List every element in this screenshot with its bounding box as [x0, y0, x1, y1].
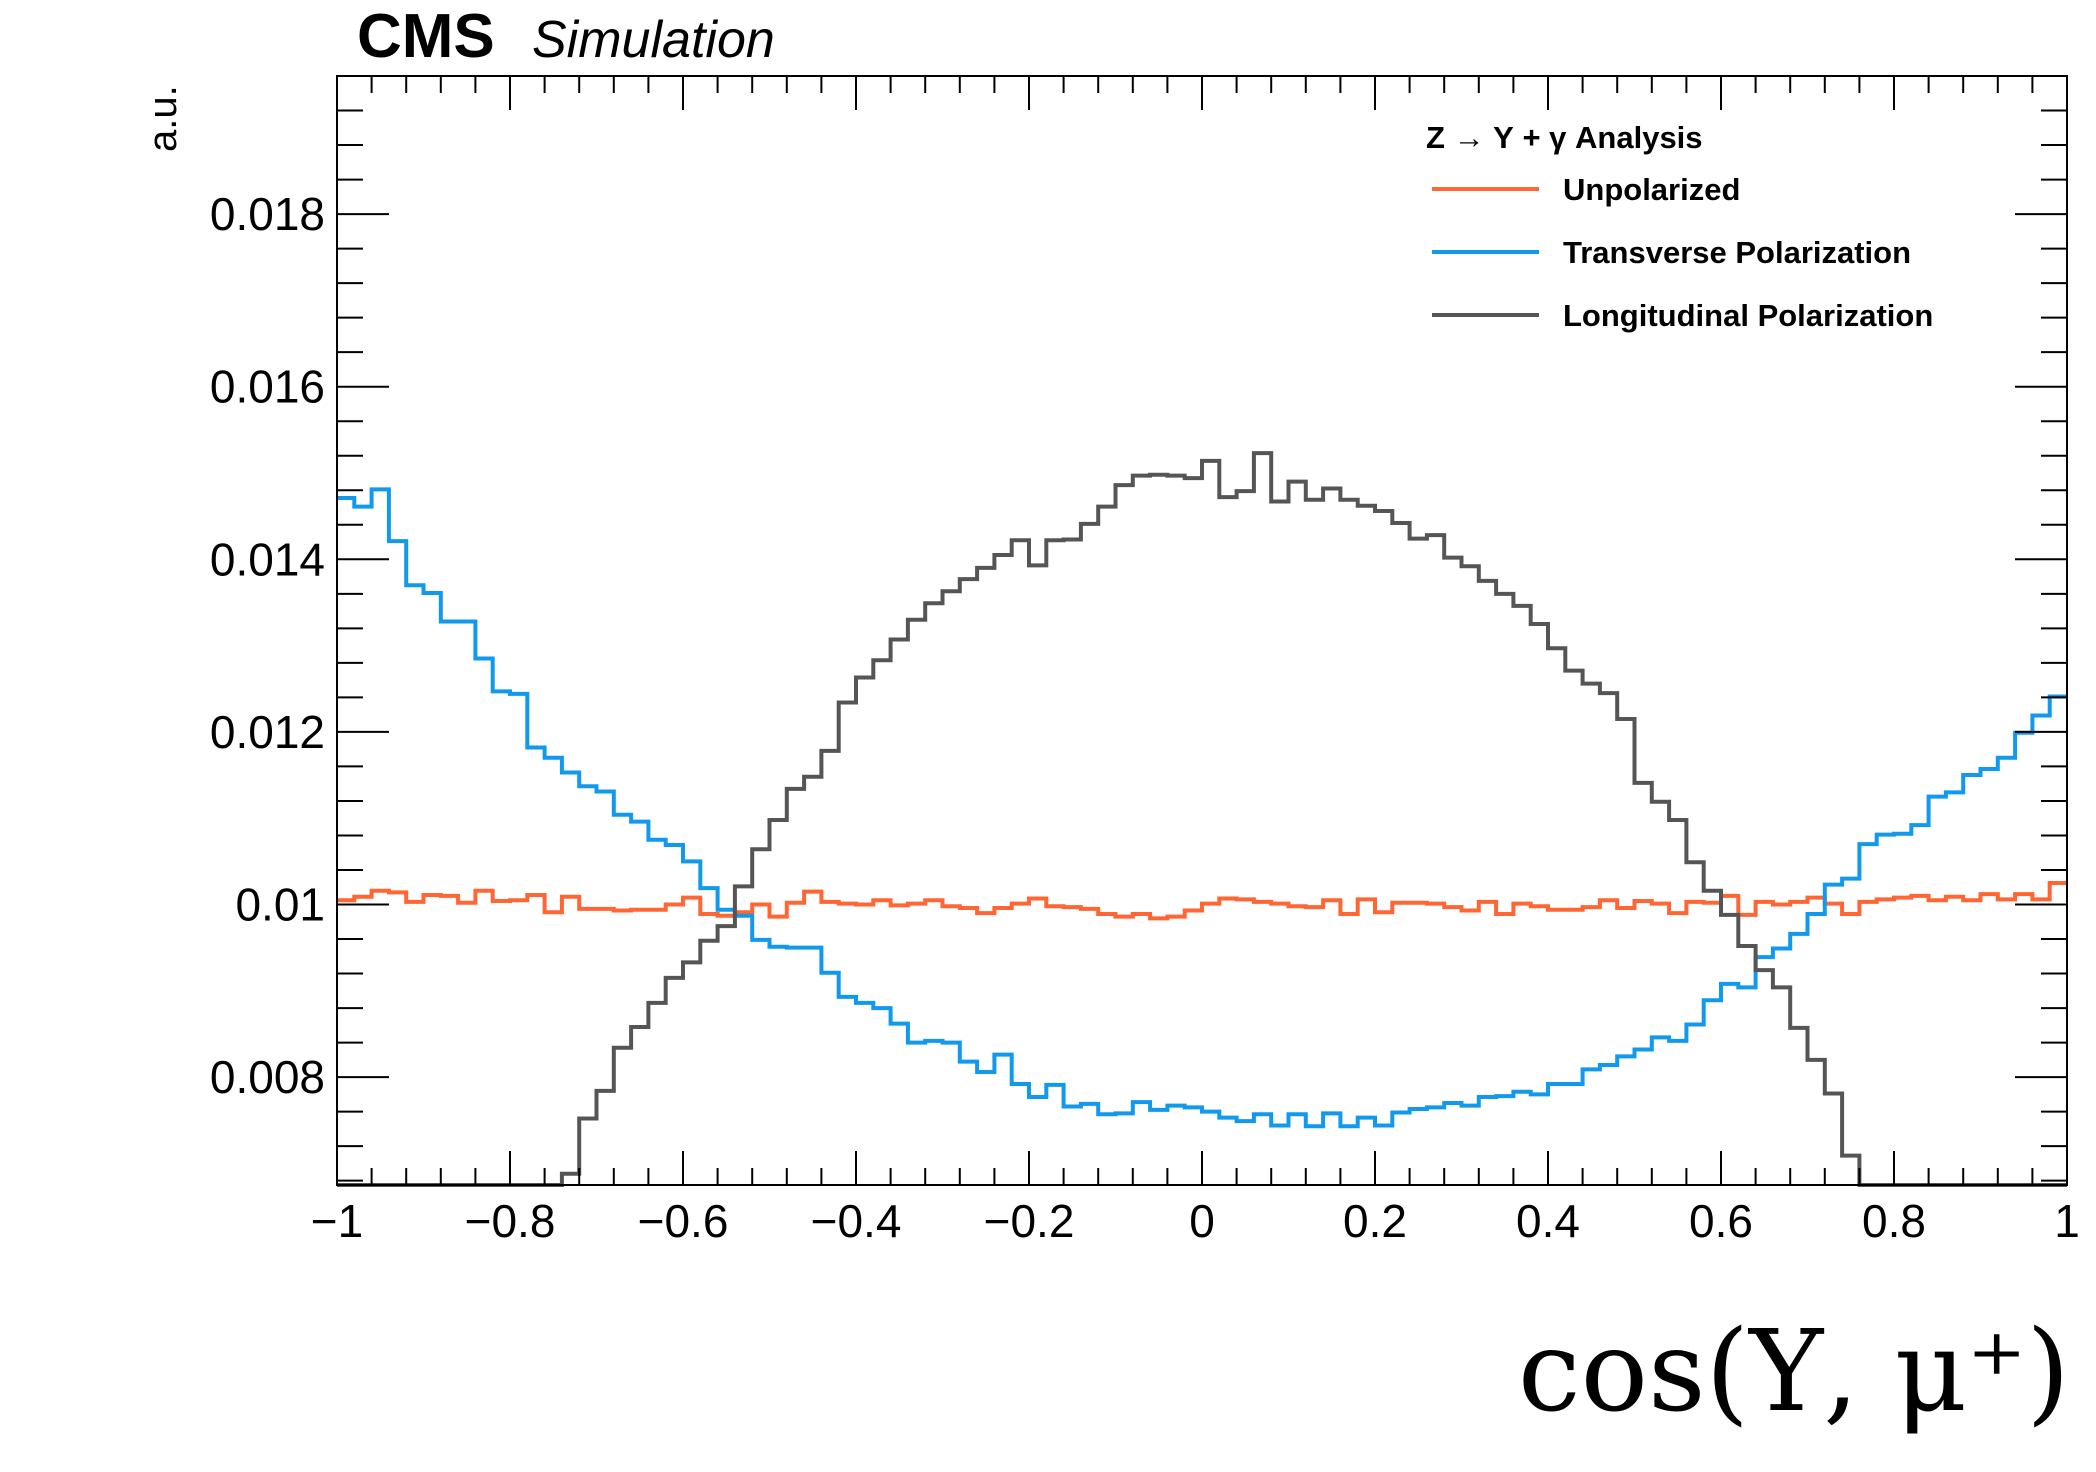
- axes: −1 −0.8 −0.6 −0.4 −0.2 0 0.2 0.4 0.6 0.8 1 0.008 0.0…: [210, 75, 2080, 1247]
- legend-label: Transverse Polarization: [1563, 235, 1911, 270]
- x-tick-label: 0.2: [1343, 1195, 1407, 1247]
- series-unpolarized: [337, 880, 2067, 921]
- y-tick-label: 0.01: [235, 879, 325, 931]
- x-tick-label: −0.6: [638, 1195, 729, 1247]
- legend-title: Z → Υ + γ Analysis: [1426, 120, 1703, 155]
- y-axis-title: a.u.: [141, 85, 185, 152]
- series-longitudinal-polarization: [337, 451, 2067, 1187]
- x-axis-title: cos(Υ, μ⁺): [1518, 1307, 2070, 1437]
- legend: Z → Υ + γ Analysis Unpolarized Transverse…: [1426, 120, 1933, 333]
- x-tick-label: 0.8: [1862, 1195, 1926, 1247]
- y-tick-label: 0.008: [210, 1051, 325, 1103]
- legend-label: Longitudinal Polarization: [1563, 298, 1933, 333]
- series-curves: [337, 451, 2067, 1187]
- series-transverse-polarization: [337, 487, 2067, 1129]
- x-tick-label: −0.2: [984, 1195, 1075, 1247]
- y-tick-label: 0.012: [210, 706, 325, 758]
- x-tick-label: 0.4: [1516, 1195, 1580, 1247]
- y-tick-label: 0.014: [210, 533, 325, 585]
- x-tick-label: 1: [2054, 1195, 2080, 1247]
- x-tick-label: −0.8: [465, 1195, 556, 1247]
- y-tick-label: 0.018: [210, 188, 325, 240]
- legend-items: Unpolarized Transverse Polarization Longit…: [1432, 172, 1933, 333]
- plot-frame: [336, 75, 2068, 1186]
- legend-label: Unpolarized: [1563, 172, 1740, 207]
- x-tick-label: −1: [311, 1195, 363, 1247]
- x-tick-label: 0.6: [1689, 1195, 1753, 1247]
- x-tick-label: 0: [1189, 1195, 1215, 1247]
- simulation-label: Simulation: [532, 11, 775, 69]
- x-tick-label: −0.4: [811, 1195, 902, 1247]
- y-tick-label: 0.016: [210, 361, 325, 413]
- cms-label: CMS: [357, 2, 495, 71]
